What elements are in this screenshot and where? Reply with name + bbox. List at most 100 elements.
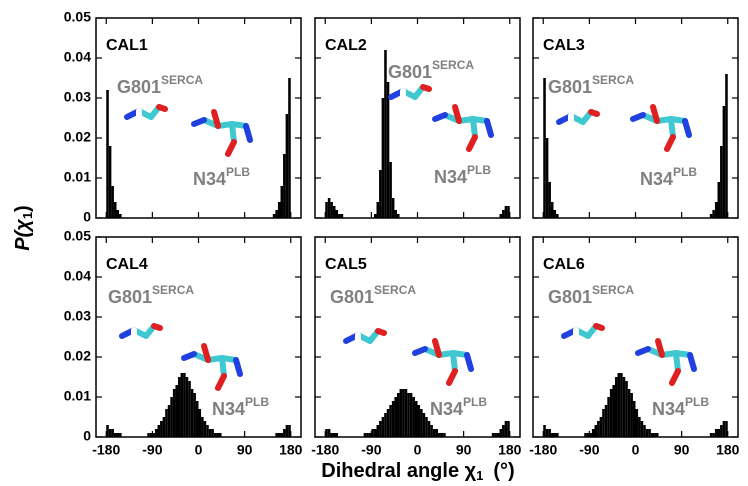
histogram-bar (412, 397, 415, 437)
histogram-bar (325, 202, 328, 218)
histogram-bar (183, 373, 186, 437)
annotation-sup: SERCA (592, 73, 634, 87)
histogram-bar (277, 202, 281, 218)
histogram-bar (432, 429, 436, 437)
histogram-bar (632, 401, 636, 437)
annotation-text: N34 (640, 169, 673, 189)
histogram-bar (607, 397, 610, 437)
histogram-bar (338, 214, 341, 218)
molecule-stick (215, 373, 227, 391)
histogram-bar (206, 425, 209, 437)
histogram-bar (147, 433, 150, 437)
histogram-bar (594, 425, 598, 437)
molecule-stick (156, 104, 168, 112)
x-tick-label: 180 (279, 442, 303, 458)
histogram-bar (116, 210, 120, 218)
molecule-stick (588, 109, 600, 117)
annotation-text: N34 (193, 169, 226, 189)
histogram-bar (427, 421, 431, 437)
histogram-bar (615, 377, 618, 437)
histogram-bar (504, 206, 508, 218)
panel-frame (95, 236, 302, 438)
histogram-bar (280, 433, 284, 437)
histogram-bar (548, 429, 551, 437)
histogram-bar (709, 214, 713, 218)
histogram-bar (363, 433, 367, 437)
histogram-bar (507, 421, 510, 437)
histogram-bar (507, 206, 510, 218)
panel-label: CAL6 (543, 256, 585, 273)
histogram-bar (335, 433, 339, 437)
histogram-bar (712, 433, 715, 437)
histogram-bar (499, 214, 503, 218)
panel-label: CAL3 (543, 37, 585, 54)
histogram-bar (553, 433, 557, 437)
y-tick-label: 0.01 (64, 388, 91, 404)
x-tick-label: 0 (414, 442, 422, 458)
annotation-sup: SERCA (592, 283, 634, 297)
histogram-bar (165, 409, 168, 437)
annotation-sup: SERCA (152, 283, 194, 297)
histogram-bar (722, 106, 726, 218)
histogram-bar (591, 429, 595, 437)
molecule-stick (650, 104, 660, 124)
histogram-bar (373, 214, 377, 218)
histogram-bar (391, 401, 395, 437)
histogram-bar (373, 429, 377, 437)
panel-frame (532, 236, 739, 438)
y-tick-label: 0.05 (64, 9, 91, 25)
histogram-bar (617, 373, 621, 437)
histogram-bar (180, 373, 184, 437)
annotation-sup: SERCA (432, 58, 474, 72)
histogram-bar (722, 421, 726, 437)
histogram-bar (203, 421, 207, 437)
histogram-bar (335, 210, 339, 218)
x-label-unit: (°) (493, 460, 514, 482)
histogram-bar (340, 214, 344, 218)
x-tick-label: 0 (195, 442, 203, 458)
annotation-text: N34 (434, 167, 467, 187)
histogram-bar (379, 170, 382, 218)
histogram-bar (645, 429, 649, 437)
histogram-bar (275, 433, 278, 437)
histogram-bar (288, 425, 291, 437)
histogram-bar (635, 409, 639, 437)
panel-frame (95, 17, 302, 219)
annotation-text: G801 (548, 77, 592, 97)
molecule-stick (668, 116, 676, 140)
histogram-bar (277, 433, 281, 437)
y-tick-label: 0.04 (64, 49, 91, 65)
panel-label: CAL2 (325, 37, 367, 54)
histogram-bar (175, 385, 178, 437)
molecule-stick (446, 368, 458, 386)
histogram-bar (435, 429, 438, 437)
histogram-bar (285, 425, 289, 437)
histogram-bar (208, 429, 212, 437)
x-tick-label: -90 (579, 442, 599, 458)
histogram-bar (422, 413, 426, 437)
histogram-bar (622, 377, 626, 437)
molecule-stick (682, 118, 692, 138)
x-tick-label: 180 (716, 442, 740, 458)
histogram-bar (397, 214, 400, 218)
histogram-bar (417, 405, 421, 437)
histogram-bar (407, 393, 410, 437)
histogram-bar (389, 162, 392, 218)
molecule-stick (673, 350, 681, 374)
histogram-bar (404, 389, 408, 437)
annotation: G801SERCA (548, 283, 634, 307)
histogram-bar (586, 433, 590, 437)
histogram-bar (640, 421, 644, 437)
histogram-bar (106, 90, 109, 218)
histogram-bar (389, 405, 392, 437)
histogram-bar (496, 433, 500, 437)
histogram-bar (502, 210, 505, 218)
x-tick-label: -180 (311, 442, 339, 458)
annotation: G801SERCA (108, 283, 194, 307)
histogram-bar (597, 421, 600, 437)
histogram-bar (556, 214, 559, 218)
molecule-stick (219, 355, 227, 379)
molecule-stick (420, 84, 432, 92)
histogram-bar (332, 433, 336, 437)
